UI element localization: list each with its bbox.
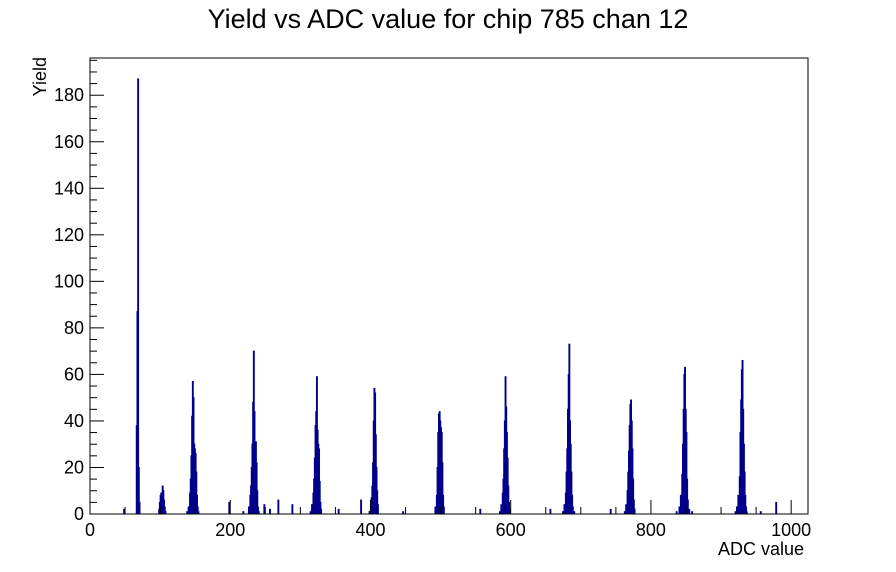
- histogram-bar: [686, 499, 689, 515]
- histogram-bar: [500, 504, 503, 515]
- x-tick-label: 1000: [771, 520, 811, 540]
- histogram-bar: [679, 494, 682, 515]
- histogram-bar: [735, 506, 738, 515]
- y-tick-label: 100: [54, 271, 84, 291]
- histogram-bar: [187, 506, 190, 515]
- y-tick-label: 140: [54, 178, 84, 198]
- chart-title: Yield vs ADC value for chip 785 chan 12: [208, 4, 689, 34]
- histogram-bar: [775, 501, 778, 515]
- histogram-bar: [737, 494, 740, 515]
- histogram-bar: [625, 504, 628, 515]
- y-axis: 0 20 40 60 80 100 120 140 160 180: [54, 59, 104, 524]
- x-tick-label: 200: [215, 520, 245, 540]
- histogram-bar: [263, 504, 266, 515]
- histogram-bar: [320, 508, 323, 515]
- histogram-bar: [277, 499, 280, 515]
- histogram-bar: [228, 501, 231, 515]
- y-tick-label: 0: [74, 504, 84, 524]
- x-tick-label: 600: [496, 520, 526, 540]
- histogram-bar: [678, 506, 681, 515]
- y-tick-label: 180: [54, 85, 84, 105]
- x-tick-label: 0: [85, 520, 95, 540]
- y-tick-label: 160: [54, 132, 84, 152]
- x-axis: 0 200 400 600 800 1000: [85, 500, 811, 540]
- histogram-bar: [434, 506, 437, 515]
- y-axis-label: Yield: [30, 57, 50, 96]
- histogram-bar: [291, 504, 294, 515]
- histogram-bar: [633, 508, 636, 515]
- x-tick-label: 800: [636, 520, 666, 540]
- histogram-bar: [442, 506, 445, 515]
- plot-frame: [89, 57, 809, 515]
- histogram-bar: [360, 499, 363, 515]
- histogram-bar: [549, 508, 552, 515]
- y-tick-label: 60: [64, 364, 84, 384]
- histogram-bar: [123, 508, 126, 515]
- histogram-bar: [479, 508, 482, 515]
- histogram-bar: [137, 78, 140, 515]
- histogram-bar: [571, 506, 574, 515]
- histogram-bar: [563, 504, 566, 515]
- y-tick-label: 20: [64, 457, 84, 477]
- y-tick-label: 120: [54, 225, 84, 245]
- histogram-bar: [508, 508, 511, 515]
- y-tick-label: 80: [64, 318, 84, 338]
- histogram-bar: [337, 508, 340, 515]
- histogram-bar: [609, 508, 612, 515]
- y-tick-label: 40: [64, 411, 84, 431]
- histogram-bar: [311, 504, 313, 515]
- histogram-bar: [247, 506, 250, 515]
- histogram-bar: [269, 508, 271, 515]
- histogram-bar: [688, 508, 691, 515]
- histogram-bar: [138, 501, 141, 515]
- x-axis-label: ADC value: [718, 539, 804, 559]
- histogram-bar: [376, 504, 379, 515]
- x-tick-label: 400: [355, 520, 385, 540]
